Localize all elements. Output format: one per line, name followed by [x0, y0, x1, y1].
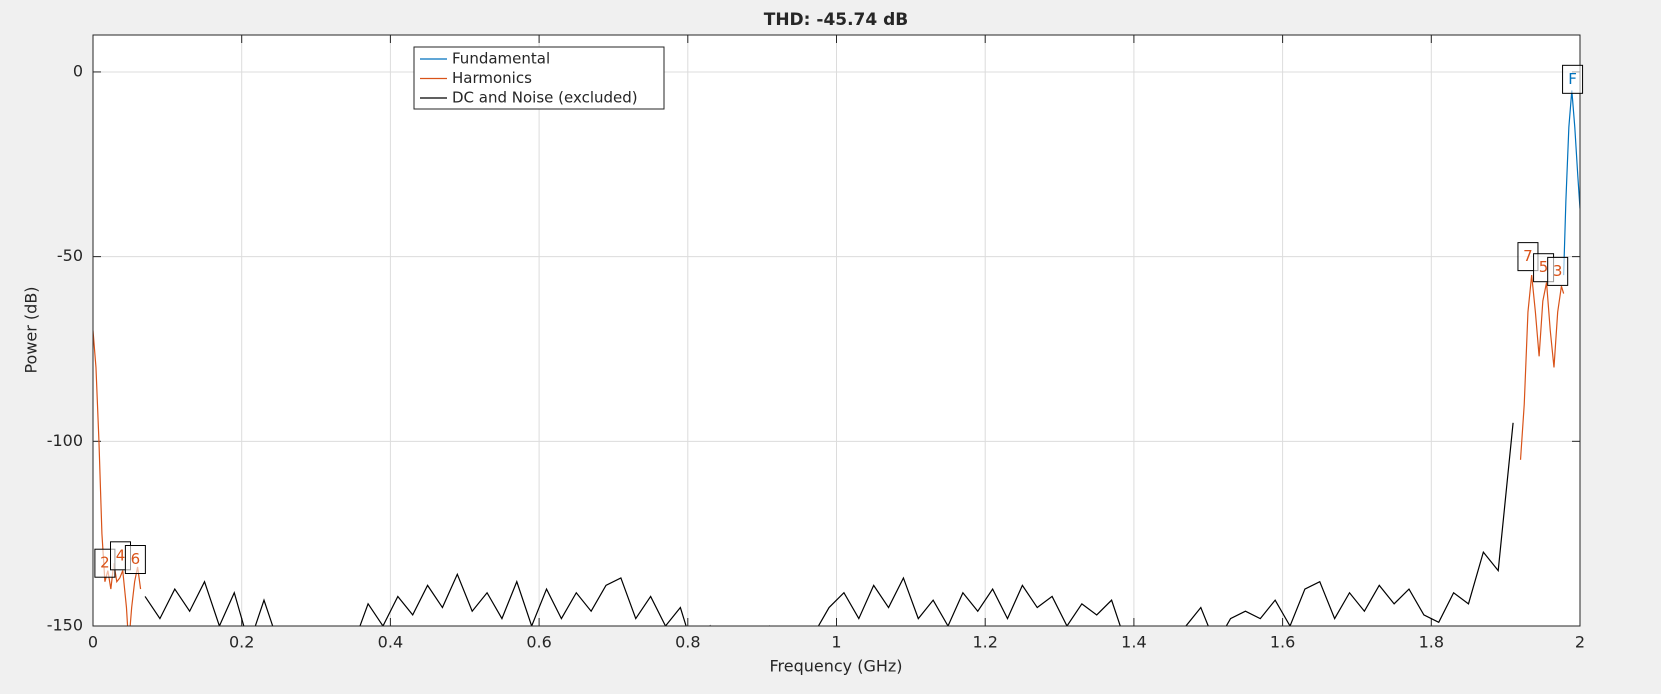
axes-box: [92, 34, 1581, 627]
legend-box: [413, 46, 665, 110]
x-tick-label: 1.2: [972, 633, 997, 652]
annotation-box: [1562, 64, 1584, 94]
x-tick-label: 0.8: [675, 633, 700, 652]
annotation-label: F: [1568, 70, 1577, 88]
annotation-label: 3: [1553, 262, 1563, 280]
y-axis-label: Power (dB): [22, 286, 41, 373]
annotation-label: 4: [116, 546, 126, 564]
x-axis-label: Frequency (GHz): [769, 657, 902, 676]
chart-title: THD: -45.74 dB: [764, 10, 909, 30]
annotation-label: 2: [100, 554, 110, 572]
annotation-box: [124, 545, 146, 575]
y-tick-label: 0: [73, 61, 83, 80]
annotation-label: 5: [1539, 258, 1549, 276]
legend-label: Harmonics: [452, 69, 532, 87]
x-tick-label: 0: [88, 633, 98, 652]
legend-label: Fundamental: [452, 50, 550, 68]
x-tick-label: 0.6: [526, 633, 551, 652]
y-tick-label: -100: [47, 431, 83, 450]
x-tick-label: 1.8: [1419, 633, 1444, 652]
y-tick-label: -50: [57, 246, 83, 265]
annotation-label: 6: [131, 550, 141, 568]
x-tick-label: 0.2: [229, 633, 254, 652]
annotation-label: 7: [1523, 247, 1533, 265]
y-tick-label: -150: [47, 616, 83, 635]
x-tick-label: 0.4: [378, 633, 403, 652]
legend-label: DC and Noise (excluded): [452, 89, 638, 107]
annotation-box: [1547, 256, 1569, 286]
plot-lines: [93, 90, 1580, 626]
series-line: [93, 275, 1565, 626]
x-tick-label: 2: [1575, 633, 1585, 652]
x-tick-label: 1.6: [1270, 633, 1295, 652]
x-tick-label: 1.4: [1121, 633, 1146, 652]
series-line: [144, 422, 1514, 626]
x-tick-label: 1: [831, 633, 841, 652]
